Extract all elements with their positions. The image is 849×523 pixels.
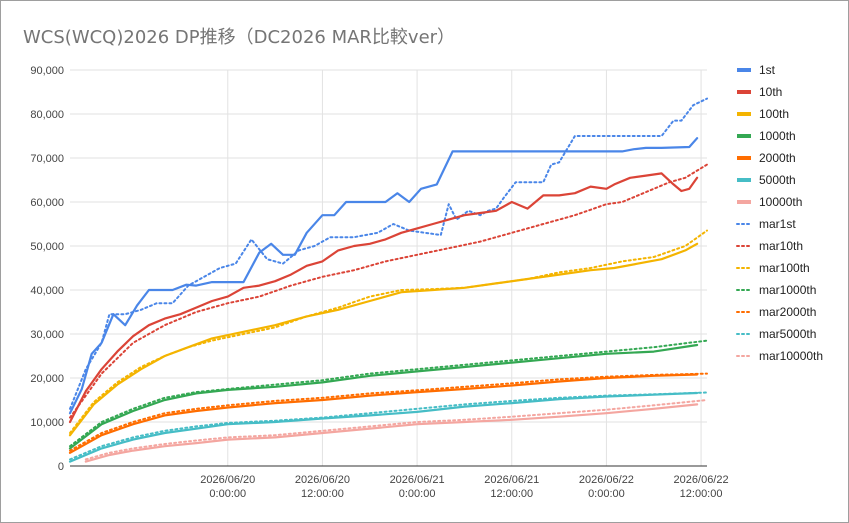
series-line-10th: [68, 172, 699, 424]
legend-label-mar10th: mar10th: [759, 239, 803, 253]
y-tick-label: 20,000: [30, 373, 64, 385]
x-tick-label: 0:00:00: [588, 488, 625, 500]
x-tick-label: 2026/06/20: [200, 474, 255, 486]
series-line-10000th: [84, 403, 699, 463]
x-tick-label: 0:00:00: [209, 488, 246, 500]
legend-label-10th: 10th: [759, 85, 782, 99]
y-tick-label: 80,000: [30, 109, 64, 121]
legend-label-100th: 100th: [759, 107, 789, 121]
x-tick-label: 2026/06/21: [484, 474, 539, 486]
series-line-1st: [68, 137, 699, 415]
series-line-mar2000th: [69, 372, 708, 452]
x-tick-label: 0:00:00: [399, 488, 436, 500]
x-tick-label: 2026/06/22: [579, 474, 634, 486]
legend-label-mar2000th: mar2000th: [759, 305, 816, 319]
legend-label-mar1000th: mar1000th: [759, 283, 816, 297]
legend-label-mar1st: mar1st: [759, 217, 796, 231]
y-axis-ticks: 0 10,000 20,000 30,000 40,000 50,000 60,000 70,…: [30, 65, 64, 473]
legend-label-10000th: 10000th: [759, 195, 802, 209]
series-line-mar10000th: [84, 399, 708, 461]
y-tick-label: 0: [58, 461, 64, 473]
series-lines: [68, 97, 708, 463]
series-line-1000th: [68, 343, 699, 450]
series-line-mar1st: [69, 97, 708, 410]
x-tick-label: 2026/06/20: [295, 474, 350, 486]
legend-label-1st: 1st: [759, 63, 776, 77]
legend-label-1000th: 1000th: [759, 129, 796, 143]
legend-label-mar5000th: mar5000th: [759, 327, 816, 341]
y-tick-label: 90,000: [30, 65, 64, 77]
series-line-100th: [68, 242, 699, 437]
series-line-mar5000th: [69, 391, 708, 461]
legend-label-mar10000th: mar10000th: [759, 349, 823, 363]
series-line-mar10th: [69, 163, 708, 419]
y-tick-label: 50,000: [30, 241, 64, 253]
x-tick-label: 2026/06/22: [674, 474, 729, 486]
legend-label-5000th: 5000th: [759, 173, 796, 187]
y-tick-label: 30,000: [30, 329, 64, 341]
y-tick-label: 10,000: [30, 417, 64, 429]
legend-label-2000th: 2000th: [759, 151, 796, 165]
chart-title: WCS(WCQ)2026 DP推移（DC2026 MAR比較ver）: [23, 27, 456, 48]
y-tick-label: 60,000: [30, 197, 64, 209]
grid: [70, 69, 707, 466]
x-tick-label: 12:00:00: [301, 488, 344, 500]
x-tick-label: 12:00:00: [490, 488, 533, 500]
y-tick-label: 40,000: [30, 285, 64, 297]
x-tick-label: 12:00:00: [680, 488, 723, 500]
x-axis-ticks: 2026/06/20 0:00:00 2026/06/20 12:00:00 2026/…: [200, 474, 728, 500]
legend-label-mar100th: mar100th: [759, 261, 810, 275]
x-tick-label: 2026/06/21: [390, 474, 445, 486]
series-line-2000th: [68, 373, 699, 454]
y-tick-label: 70,000: [30, 153, 64, 165]
legend: 1st 10th 100th 1000th 2000th 5000th 10000th mar…: [736, 63, 823, 363]
series-line-mar1000th: [69, 339, 708, 448]
series-line-5000th: [68, 391, 699, 463]
